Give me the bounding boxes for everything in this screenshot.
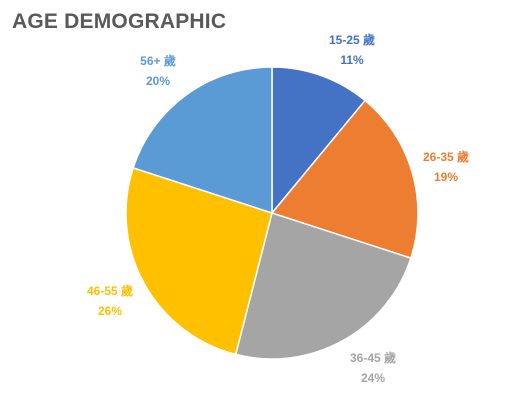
slice-category-label: 26-35 歲 xyxy=(423,149,469,164)
pie-slice-5 xyxy=(132,66,273,215)
slice-value-label: 20% xyxy=(146,74,170,88)
slice-category-label: 36-45 歲 xyxy=(350,350,396,365)
slice-value-label: 24% xyxy=(361,371,385,385)
chart-title: AGE DEMOGRAPHIC xyxy=(12,10,227,33)
pie-slice-4 xyxy=(125,166,273,356)
slice-value-label: 11% xyxy=(340,53,364,67)
slice-category-label: 56+ 歲 xyxy=(140,53,176,68)
slice-category-label: 46-55 歲 xyxy=(87,283,133,298)
pie-slice-2 xyxy=(270,99,419,260)
slice-value-label: 26% xyxy=(98,304,122,318)
pie-slice-3 xyxy=(234,212,412,360)
slice-category-label: 15-25 歲 xyxy=(329,32,375,47)
pie-slice-1 xyxy=(271,66,367,216)
slice-value-label: 19% xyxy=(434,170,458,184)
